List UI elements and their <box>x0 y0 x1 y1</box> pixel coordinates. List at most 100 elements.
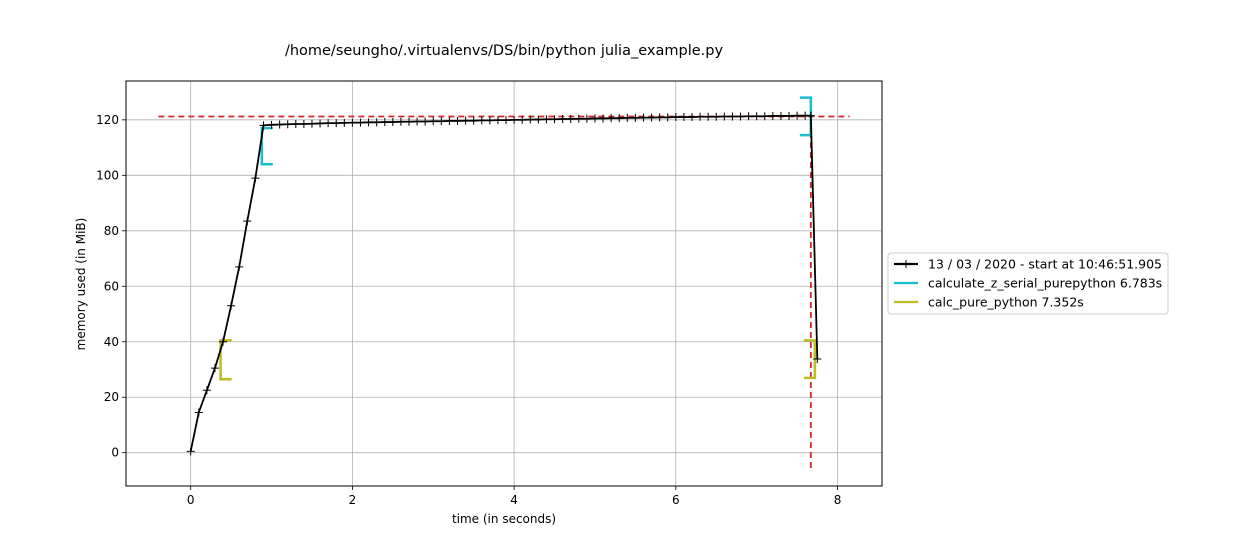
memory-point <box>291 119 300 128</box>
memory-point <box>768 111 777 120</box>
memory-point <box>687 113 696 122</box>
memory-point <box>655 113 664 122</box>
legend-label: calculate_z_serial_purepython 6.783s <box>928 276 1162 291</box>
x-axis-ticks: 0 2 4 6 8 <box>187 486 841 507</box>
memory-point <box>372 118 381 127</box>
memory-point <box>785 111 794 120</box>
memory-point <box>235 262 244 271</box>
function-start-bracket <box>219 339 232 381</box>
memory-point <box>437 117 446 126</box>
y-tick-label: 60 <box>104 279 119 293</box>
memory-point <box>744 112 753 121</box>
memory-point <box>485 116 494 125</box>
y-tick-label: 20 <box>104 390 119 404</box>
memory-point <box>316 119 325 128</box>
x-tick-label: 2 <box>349 493 357 507</box>
memory-point <box>275 120 284 129</box>
memory-point <box>639 113 648 122</box>
memory-point <box>574 114 583 123</box>
memory-point <box>469 116 478 125</box>
memory-point <box>752 112 761 121</box>
y-axis-ticks: 0 20 40 60 80 100 120 <box>96 113 126 460</box>
legend: 13 / 03 / 2020 - start at 10:46:51.905 ca… <box>887 252 1169 315</box>
memory-point <box>429 117 438 126</box>
memory-point <box>210 364 219 373</box>
memory-series <box>189 114 819 452</box>
memory-point <box>526 115 535 124</box>
y-tick-label: 0 <box>111 446 119 460</box>
memory-point <box>590 114 599 123</box>
memory-point <box>388 118 397 127</box>
memory-point <box>663 113 672 122</box>
memory-point <box>728 112 737 121</box>
memory-point <box>477 116 486 125</box>
memory-point <box>356 118 365 127</box>
memory-point <box>461 116 470 125</box>
memory-point <box>324 119 333 128</box>
legend-label: 13 / 03 / 2020 - start at 10:46:51.905 <box>928 257 1162 272</box>
function-end-bracket <box>803 339 817 380</box>
plot-frame <box>125 80 883 487</box>
memory-point <box>760 112 769 121</box>
memory-point <box>267 120 276 129</box>
memory-point <box>421 117 430 126</box>
x-tick-label: 8 <box>834 493 842 507</box>
memory-point <box>607 114 616 123</box>
y-axis-label: memory used (in MiB) <box>74 218 88 351</box>
memory-point <box>793 111 802 120</box>
memory-point <box>186 447 195 456</box>
memory-point <box>806 111 815 120</box>
memory-point <box>332 119 341 128</box>
memory-point <box>582 114 591 123</box>
memory-point <box>813 354 822 363</box>
reference-lines <box>158 115 850 468</box>
memory-point <box>283 120 292 129</box>
memory-point <box>647 113 656 122</box>
legend-box <box>887 252 1169 315</box>
grid-lines <box>126 81 882 486</box>
memory-point <box>502 116 511 125</box>
memory-point <box>615 114 624 123</box>
legend-marker <box>902 260 910 268</box>
memory-point <box>623 113 632 122</box>
function-brackets <box>219 96 817 381</box>
legend-label: calc_pure_python 7.352s <box>928 295 1084 310</box>
memory-point <box>404 117 413 126</box>
memory-point <box>631 113 640 122</box>
x-tick-label: 4 <box>510 493 518 507</box>
y-tick-label: 80 <box>104 224 119 238</box>
y-tick-label: 100 <box>96 168 119 182</box>
memory-point <box>712 112 721 121</box>
x-tick-label: 6 <box>672 493 680 507</box>
x-tick-label: 0 <box>187 493 195 507</box>
memory-markers <box>186 111 822 456</box>
memory-line <box>189 114 819 452</box>
memory-point <box>202 386 211 395</box>
memory-point <box>259 121 268 130</box>
memory-point <box>736 112 745 121</box>
memory-point <box>704 112 713 121</box>
memory-point <box>453 116 462 125</box>
memory-point <box>510 115 519 124</box>
memory-point <box>413 117 422 126</box>
memory-point <box>227 301 236 310</box>
memory-point <box>299 119 308 128</box>
x-axis-label: time (in seconds) <box>452 512 556 526</box>
memory-point <box>445 116 454 125</box>
memory-point <box>493 116 502 125</box>
memory-point <box>194 408 203 417</box>
memory-point <box>364 118 373 127</box>
y-tick-label: 40 <box>104 335 119 349</box>
memory-point <box>558 115 567 124</box>
memory-point <box>251 174 260 183</box>
memory-point <box>566 115 575 124</box>
memory-point <box>348 118 357 127</box>
memory-point <box>720 112 729 121</box>
memory-point <box>776 111 785 120</box>
memory-point <box>550 115 559 124</box>
function-start-bracket <box>260 126 273 166</box>
memory-point <box>518 115 527 124</box>
memory-point <box>542 115 551 124</box>
memory-point <box>307 119 316 128</box>
